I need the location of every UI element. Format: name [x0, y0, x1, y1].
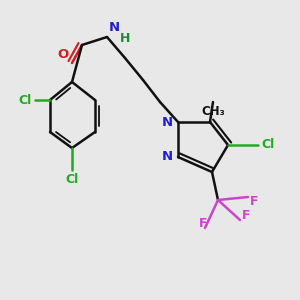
Text: Cl: Cl [65, 173, 79, 186]
Text: Cl: Cl [261, 139, 274, 152]
Text: CH₃: CH₃ [201, 105, 225, 118]
Text: Cl: Cl [19, 94, 32, 106]
Text: O: O [58, 48, 69, 61]
Text: F: F [199, 217, 207, 230]
Text: N: N [109, 21, 120, 34]
Text: F: F [242, 209, 250, 222]
Text: F: F [250, 195, 259, 208]
Text: N: N [162, 116, 173, 128]
Text: N: N [162, 151, 173, 164]
Text: H: H [120, 32, 130, 46]
